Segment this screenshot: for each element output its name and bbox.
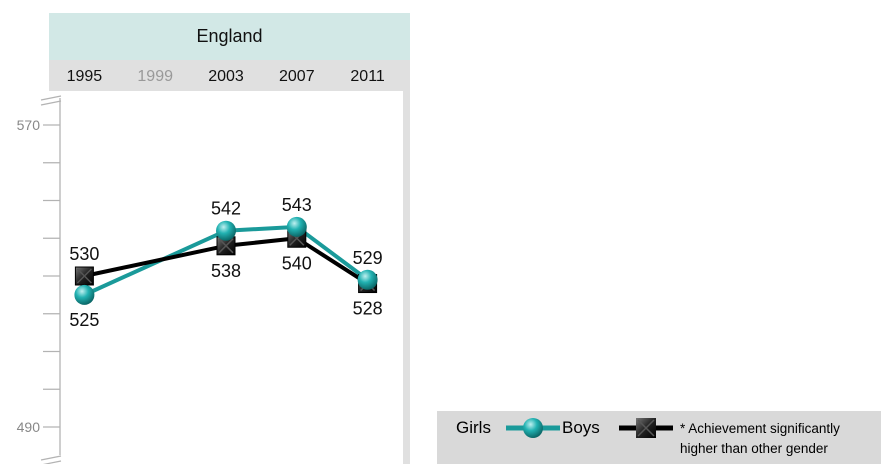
legend-note: * Achievement significantly higher than … [680, 419, 840, 459]
girls-value-1995: 525 [69, 310, 99, 330]
girls-value-2007: 543 [282, 195, 312, 215]
axis-break-bottom-2 [42, 460, 62, 464]
plot-area [49, 91, 403, 464]
boys-value-1995: 530 [69, 244, 99, 264]
axis-break-bottom-1 [40, 455, 62, 461]
girls-value-2011: 529 [353, 248, 383, 268]
boys-point-1995 [74, 266, 94, 286]
legend-boys-icon [619, 418, 673, 438]
boys-value-2003: 538 [211, 261, 241, 281]
girls-point-2007 [286, 216, 307, 237]
girls-point-2011 [357, 269, 378, 290]
y-axis: 570 490 [17, 95, 62, 464]
year-label-1999: 1999 [137, 68, 173, 85]
panel-header [49, 13, 410, 60]
year-label-2003: 2003 [208, 68, 244, 85]
girls-point-2003 [216, 220, 236, 241]
y-tick-label-490: 490 [17, 419, 41, 435]
girls-value-2003: 542 [211, 199, 241, 219]
series-layer: 530 525 542 538 543 540 529 528 [69, 195, 382, 330]
boys-line [83, 236, 369, 286]
year-label-2011: 2011 [350, 68, 385, 85]
axis-break-top-2 [40, 100, 62, 106]
year-header [49, 60, 410, 91]
legend-note-line2: higher than other gender [680, 441, 828, 456]
legend-girls-icon [506, 418, 560, 438]
girls-point-1995 [74, 284, 95, 305]
boys-value-2007: 540 [282, 253, 312, 273]
legend-boys-label: Boys [562, 418, 600, 437]
y-tick-label-570: 570 [17, 117, 41, 133]
legend: Girls Boys * Achievement significantly h… [437, 411, 881, 464]
year-label-2007: 2007 [279, 68, 315, 85]
axis-break-top-1 [40, 95, 62, 101]
legend-girls-label: Girls [456, 418, 491, 437]
boys-value-2011: 528 [353, 299, 383, 319]
year-label-1995: 1995 [67, 68, 103, 85]
panel-title: England [196, 26, 262, 46]
panel: England 1995 1999 2003 2007 2011 [49, 13, 410, 464]
legend-note-line1: * Achievement significantly [680, 421, 840, 436]
plot-right-border [403, 91, 410, 464]
